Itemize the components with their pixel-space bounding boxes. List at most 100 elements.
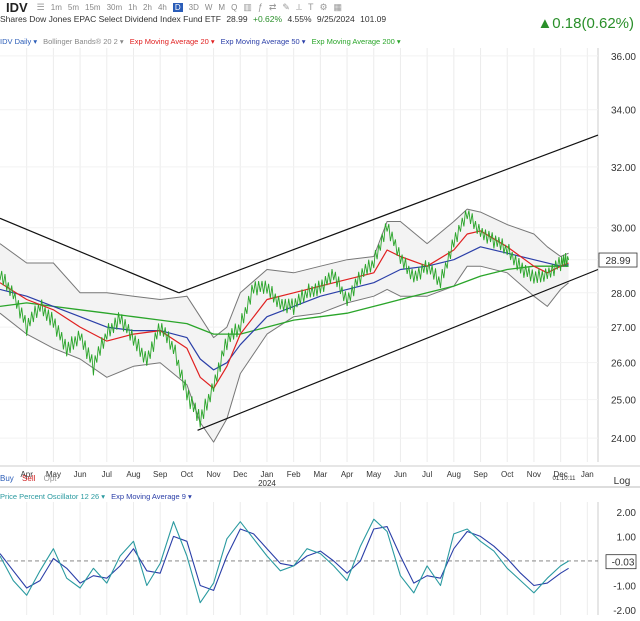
bollinger-upper-line	[0, 208, 569, 339]
timeframe-group: 1m 5m 15m 30m 1h 2h 4h D 3D W M Q	[48, 2, 241, 13]
osc-y-tick-label: -1.00	[613, 582, 636, 593]
x-tick-label: Jun	[74, 470, 87, 479]
y-tick-label: 25.00	[611, 396, 636, 407]
x-tick-label: Oct	[501, 470, 514, 479]
ema50-line	[0, 246, 569, 371]
quote-info: Shares Dow Jones EPAC Select Dividend In…	[0, 14, 640, 28]
x-year-label: 2024	[258, 479, 276, 488]
y-tick-label: 32.00	[611, 163, 636, 174]
ema200-line	[0, 265, 569, 335]
y-tick-label: 30.00	[611, 224, 636, 235]
price-tag-label: 28.99	[605, 256, 630, 267]
trendline-2	[197, 268, 599, 431]
osc-y-tick-label: -2.00	[613, 606, 636, 617]
quote-volume: 101.09	[360, 14, 387, 24]
y-tick-label: 26.00	[611, 359, 636, 370]
x-tick-label: Jan	[261, 470, 274, 479]
settings-icon[interactable]: ⚙	[319, 1, 328, 12]
timeframe-d[interactable]: D	[172, 2, 183, 12]
timeframe-q[interactable]: Q	[231, 2, 238, 12]
x-tick-label: Apr	[20, 470, 33, 479]
y-tick-label: 27.00	[611, 323, 636, 334]
x-tick-label: Dec	[554, 470, 568, 479]
y-tick-label: 28.00	[611, 289, 636, 300]
symbol-label[interactable]: IDV	[6, 0, 28, 15]
timeframe-5m[interactable]: 5m	[67, 2, 79, 12]
ppo-line	[0, 518, 569, 604]
x-tick-label: Feb	[287, 470, 301, 479]
draw-icon[interactable]: ✎	[282, 1, 290, 12]
timeframe-m[interactable]: M	[218, 2, 226, 12]
legend-item-0[interactable]: IDV Daily ▾	[0, 37, 38, 46]
x-tick-label: Apr	[341, 470, 354, 479]
oscillator-legend: Price Percent Oscillator 12 26 ▾ Exp Movi…	[0, 492, 198, 503]
log-scale-label: Log	[614, 476, 631, 487]
trendline-0	[0, 217, 180, 294]
x-tick-label: Sep	[473, 470, 488, 479]
x-tick-label: Sep	[153, 470, 168, 479]
quote-price: 28.99	[226, 14, 248, 24]
legend-item-4[interactable]: Exp Moving Average 200 ▾	[311, 37, 401, 46]
menu-icon[interactable]: ☰	[36, 1, 45, 12]
osc-tag-box	[605, 554, 637, 570]
y-tick-label: 24.00	[611, 434, 636, 445]
x-tick-label: Mar	[313, 470, 327, 479]
legend-item-1[interactable]: Bollinger Bands® 20 2 ▾	[43, 37, 124, 46]
x-tick-label: Oct	[181, 470, 194, 479]
ema20-line	[0, 230, 569, 389]
osc-y-tick-label: 1.00	[617, 532, 637, 543]
measure-icon[interactable]: ⟂	[295, 1, 302, 12]
trendline-1	[178, 134, 599, 294]
candles-icon[interactable]: ▥	[243, 1, 252, 12]
toolbar: IDV ☰ 1m 5m 15m 30m 1h 2h 4h D 3D W M Q ▥ ƒ ⇄ ✎ ⟂ T…	[0, 0, 640, 15]
x-tick-label: Aug	[126, 470, 140, 479]
timeframe-w[interactable]: W	[204, 2, 213, 12]
x-tick-label: Nov	[527, 470, 541, 479]
bollinger-lower-line	[0, 265, 569, 443]
x-tick-label: Jun	[394, 470, 407, 479]
time-badge: 01:10:11	[553, 476, 577, 482]
osc-legend-item-1[interactable]: Exp Moving Average 9 ▾	[111, 492, 192, 501]
x-tick-label: Nov	[206, 470, 220, 479]
text-icon[interactable]: T	[307, 2, 314, 12]
timeframe-4h[interactable]: 4h	[157, 2, 167, 12]
osc-ema9-line	[0, 526, 569, 591]
y-tick-label: 34.00	[611, 106, 636, 117]
osc-legend-item-0[interactable]: Price Percent Oscillator 12 26 ▾	[0, 492, 106, 501]
x-tick-label: Dec	[233, 470, 247, 479]
trade-buttons: Buy Sell Opt	[0, 474, 63, 483]
osc-y-tick-label: 2.00	[617, 508, 637, 519]
x-tick-label: Jul	[102, 470, 112, 479]
bollinger-band-fill	[0, 209, 569, 443]
timeframe-2h[interactable]: 2h	[143, 2, 152, 12]
price-tag-box	[598, 252, 638, 268]
opt-button[interactable]: Opt	[43, 474, 57, 483]
price-line	[0, 210, 570, 428]
layout-icon[interactable]: ▦	[333, 1, 343, 12]
timeframe-15m[interactable]: 15m	[85, 2, 101, 12]
timeframe-30m[interactable]: 30m	[106, 2, 123, 12]
quote-date: 9/25/2024	[316, 14, 355, 24]
timeframe-3d[interactable]: 3D	[188, 2, 199, 12]
osc-tag-label: -0.03	[612, 558, 635, 569]
timeframe-1m[interactable]: 1m	[50, 2, 62, 12]
quote-yield: 4.55%	[287, 14, 312, 24]
x-tick-label: May	[46, 470, 61, 479]
legend-item-3[interactable]: Exp Moving Average 50 ▾	[220, 37, 306, 46]
quote-change-big: ▲0.18(0.62%)	[537, 15, 634, 32]
indicators-icon[interactable]: ƒ	[257, 2, 263, 12]
legend-item-2[interactable]: Exp Moving Average 20 ▾	[129, 37, 215, 46]
buy-button[interactable]: Buy	[0, 474, 14, 483]
x-tick-label: May	[366, 470, 381, 479]
x-tick-label: Aug	[447, 470, 461, 479]
timeframe-1h[interactable]: 1h	[128, 2, 138, 12]
quote-change-pct: +0.62%	[252, 14, 283, 24]
x-tick-label: Jan	[581, 470, 594, 479]
compare-icon[interactable]: ⇄	[268, 1, 277, 12]
x-tick-label: Jul	[422, 470, 432, 479]
quote-name: Shares Dow Jones EPAC Select Dividend In…	[0, 14, 221, 24]
y-tick-label: 36.00	[611, 52, 636, 63]
sell-button[interactable]: Sell	[22, 474, 36, 483]
main-legend: IDV Daily ▾ Bollinger Bands® 20 2 ▾ Exp Mo…	[0, 37, 407, 48]
